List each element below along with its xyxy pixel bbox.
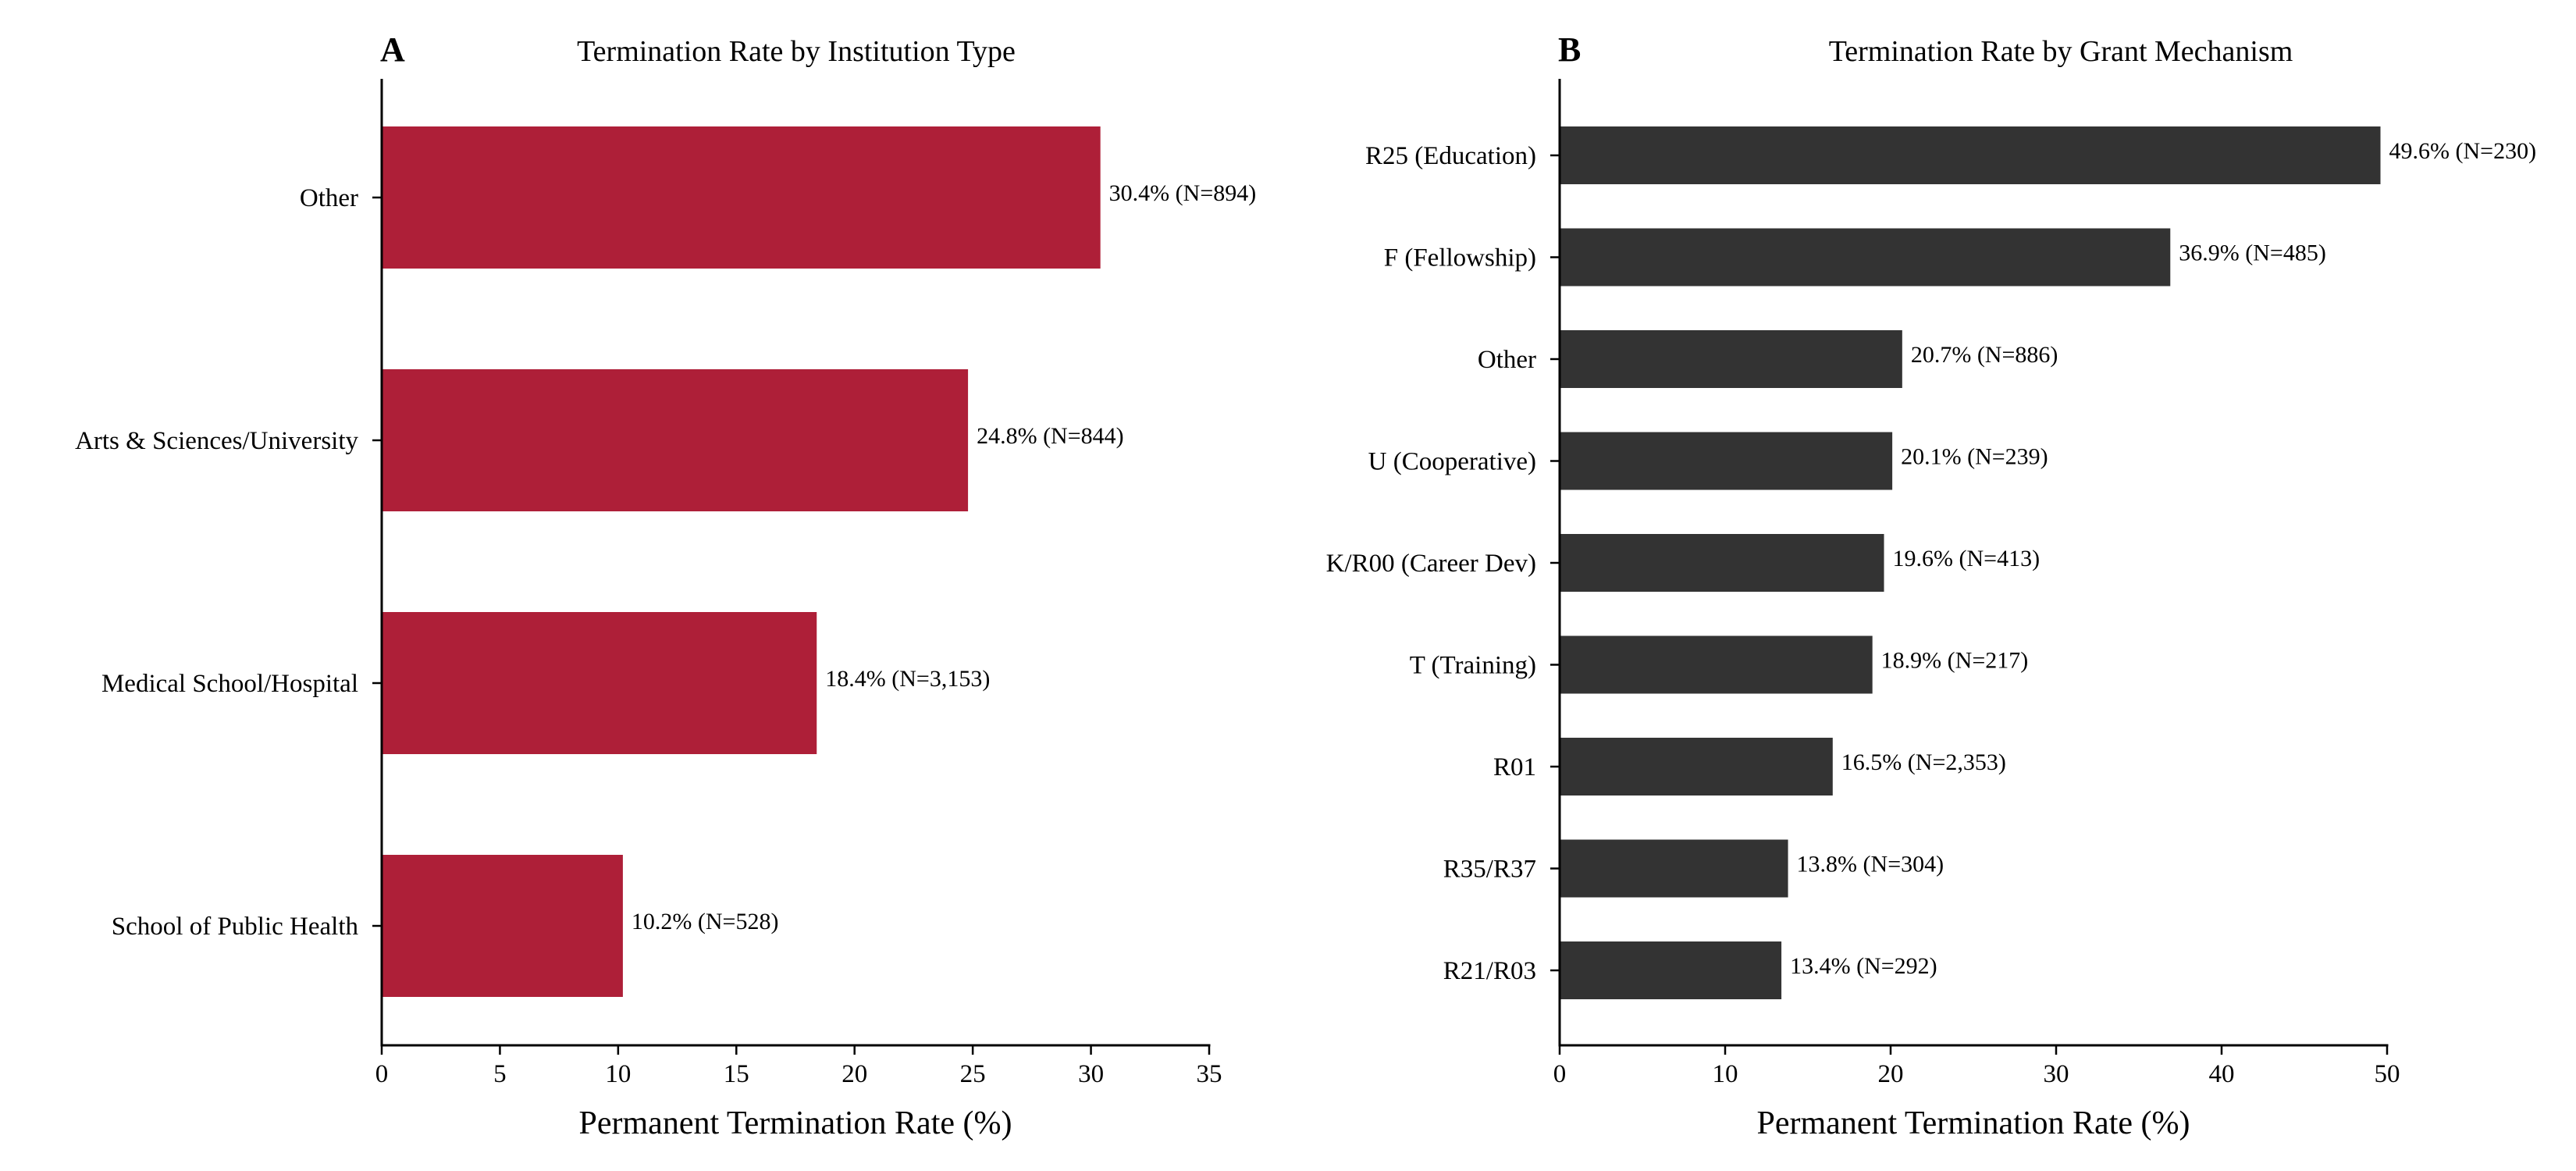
data-label: 10.2% (N=528) bbox=[632, 909, 779, 934]
category-label: U (Cooperative) bbox=[1368, 448, 1536, 476]
category-label: T (Training) bbox=[1410, 652, 1536, 680]
panel-letter: B bbox=[1558, 30, 1581, 69]
panel-a: A Termination Rate by Institution Type Oth… bbox=[75, 30, 1256, 1141]
bar bbox=[382, 369, 969, 511]
data-label: 18.4% (N=3,153) bbox=[825, 666, 990, 692]
x-axis-title: Permanent Termination Rate (%) bbox=[579, 1105, 1012, 1141]
data-label: 49.6% (N=230) bbox=[2389, 138, 2537, 164]
data-label: 36.9% (N=485) bbox=[2179, 240, 2326, 266]
bar bbox=[1560, 941, 1782, 999]
bar bbox=[1560, 534, 1884, 592]
category-label: Arts & Sciences/University bbox=[75, 427, 358, 455]
data-label: 20.7% (N=886) bbox=[1911, 342, 2058, 368]
data-label: 18.9% (N=217) bbox=[1881, 648, 2029, 674]
category-label: R25 (Education) bbox=[1365, 142, 1536, 170]
data-label: 24.8% (N=844) bbox=[977, 423, 1124, 449]
x-tick-label: 20 bbox=[1878, 1060, 1904, 1088]
category-label: Other bbox=[1478, 346, 1536, 374]
category-label: Other bbox=[300, 184, 358, 212]
category-label: F (Fellowship) bbox=[1384, 244, 1536, 272]
chart-title: Termination Rate by Institution Type bbox=[577, 35, 1016, 68]
bar bbox=[382, 855, 623, 997]
category-label: R21/R03 bbox=[1443, 957, 1536, 985]
data-label: 13.8% (N=304) bbox=[1797, 852, 1944, 877]
x-tick-label: 20 bbox=[841, 1060, 867, 1088]
data-label: 19.6% (N=413) bbox=[1893, 546, 2041, 571]
data-label: 20.1% (N=239) bbox=[1901, 444, 2048, 470]
panel-b: B Termination Rate by Grant Mechanism R25 … bbox=[1326, 30, 2536, 1141]
x-tick-label: 35 bbox=[1197, 1060, 1222, 1088]
category-label: R35/R37 bbox=[1443, 856, 1536, 884]
x-tick-label: 10 bbox=[1713, 1060, 1738, 1088]
category-label: School of Public Health bbox=[112, 913, 359, 941]
bar bbox=[1560, 635, 1873, 694]
category-label: R01 bbox=[1493, 753, 1536, 781]
bar bbox=[1560, 330, 1902, 388]
chart-title: Termination Rate by Grant Mechanism bbox=[1829, 35, 2293, 68]
panel-letter: A bbox=[380, 30, 405, 69]
x-tick-label: 50 bbox=[2375, 1060, 2400, 1088]
x-tick-label: 15 bbox=[724, 1060, 749, 1088]
bar bbox=[1560, 126, 2381, 184]
x-tick-label: 0 bbox=[1553, 1060, 1567, 1088]
category-label: Medical School/Hospital bbox=[101, 670, 358, 698]
bar bbox=[1560, 839, 1788, 898]
bar bbox=[382, 126, 1101, 269]
data-label: 30.4% (N=894) bbox=[1109, 180, 1257, 206]
x-axis-title: Permanent Termination Rate (%) bbox=[1757, 1105, 2190, 1141]
x-tick-label: 0 bbox=[375, 1060, 389, 1088]
data-label: 13.4% (N=292) bbox=[1790, 953, 1937, 979]
x-tick-label: 30 bbox=[2044, 1060, 2069, 1088]
x-tick-label: 5 bbox=[493, 1060, 507, 1088]
bar bbox=[1560, 228, 2171, 287]
x-tick-label: 30 bbox=[1078, 1060, 1104, 1088]
data-label: 16.5% (N=2,353) bbox=[1841, 749, 2006, 775]
bar bbox=[1560, 738, 1833, 795]
bar bbox=[382, 612, 817, 754]
x-tick-label: 40 bbox=[2209, 1060, 2235, 1088]
x-tick-label: 10 bbox=[605, 1060, 631, 1088]
category-label: K/R00 (Career Dev) bbox=[1326, 550, 1536, 578]
x-tick-label: 25 bbox=[960, 1060, 986, 1088]
bar bbox=[1560, 432, 1893, 490]
